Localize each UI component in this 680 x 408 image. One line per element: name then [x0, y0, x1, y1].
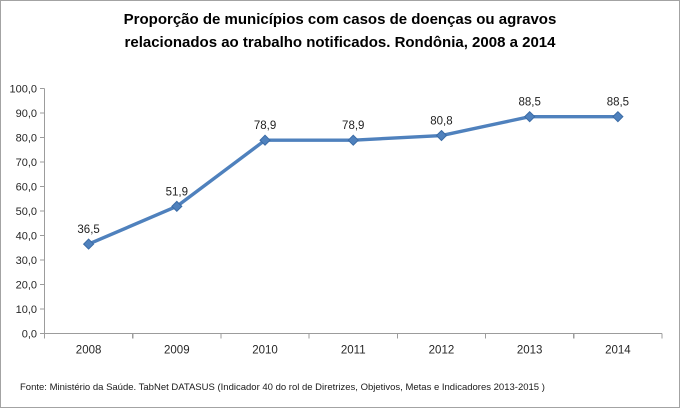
x-axis-tick-label: 2010 [252, 345, 278, 357]
y-axis-tick-label: 20,0 [16, 280, 37, 292]
chart-title: Proporção de municípios com casos de doe… [1, 8, 679, 54]
data-point-marker [171, 200, 183, 213]
y-axis-tick-label: 70,0 [16, 157, 37, 169]
x-axis-tick-label: 2012 [429, 345, 455, 357]
data-point-label: 80,8 [430, 116, 452, 128]
y-axis-tick-label: 0,0 [22, 329, 37, 341]
x-axis-tick-label: 2008 [76, 345, 102, 357]
y-axis-tick-label: 60,0 [16, 182, 37, 194]
data-point-marker [82, 238, 95, 250]
data-point-label: 36,5 [77, 224, 99, 236]
y-axis-tick-label: 50,0 [16, 206, 37, 218]
data-point-label: 88,5 [518, 97, 540, 109]
y-axis-tick-label: 30,0 [16, 255, 37, 267]
data-point-marker [259, 134, 271, 146]
x-axis-tick-label: 2014 [605, 345, 631, 357]
x-axis-tick-label: 2013 [517, 345, 543, 357]
y-axis-tick-label: 90,0 [16, 108, 37, 120]
y-axis-tick-label: 40,0 [16, 231, 37, 243]
chart-title-line1: Proporção de municípios com casos de doe… [123, 11, 557, 28]
data-point-marker [612, 110, 624, 123]
data-point-marker [523, 110, 536, 123]
data-point-label: 78,9 [254, 120, 276, 132]
y-axis-tick-label: 10,0 [16, 304, 37, 316]
y-axis-tick-label: 100,0 [9, 84, 37, 96]
data-point-marker [347, 134, 359, 146]
chart-title-line2: relacionados ao trabalho notificados. Ro… [124, 34, 556, 51]
x-axis-tick-label: 2009 [164, 345, 190, 357]
data-point-label: 78,9 [342, 120, 364, 132]
data-point-label: 88,5 [607, 97, 629, 109]
x-axis-tick-label: 2011 [341, 345, 366, 357]
data-point-label: 51,9 [166, 186, 188, 198]
source-note: Fonte: Ministério da Saúde. TabNet DATAS… [20, 382, 545, 393]
y-axis-tick-label: 80,0 [16, 133, 37, 145]
data-point-marker [435, 129, 448, 142]
